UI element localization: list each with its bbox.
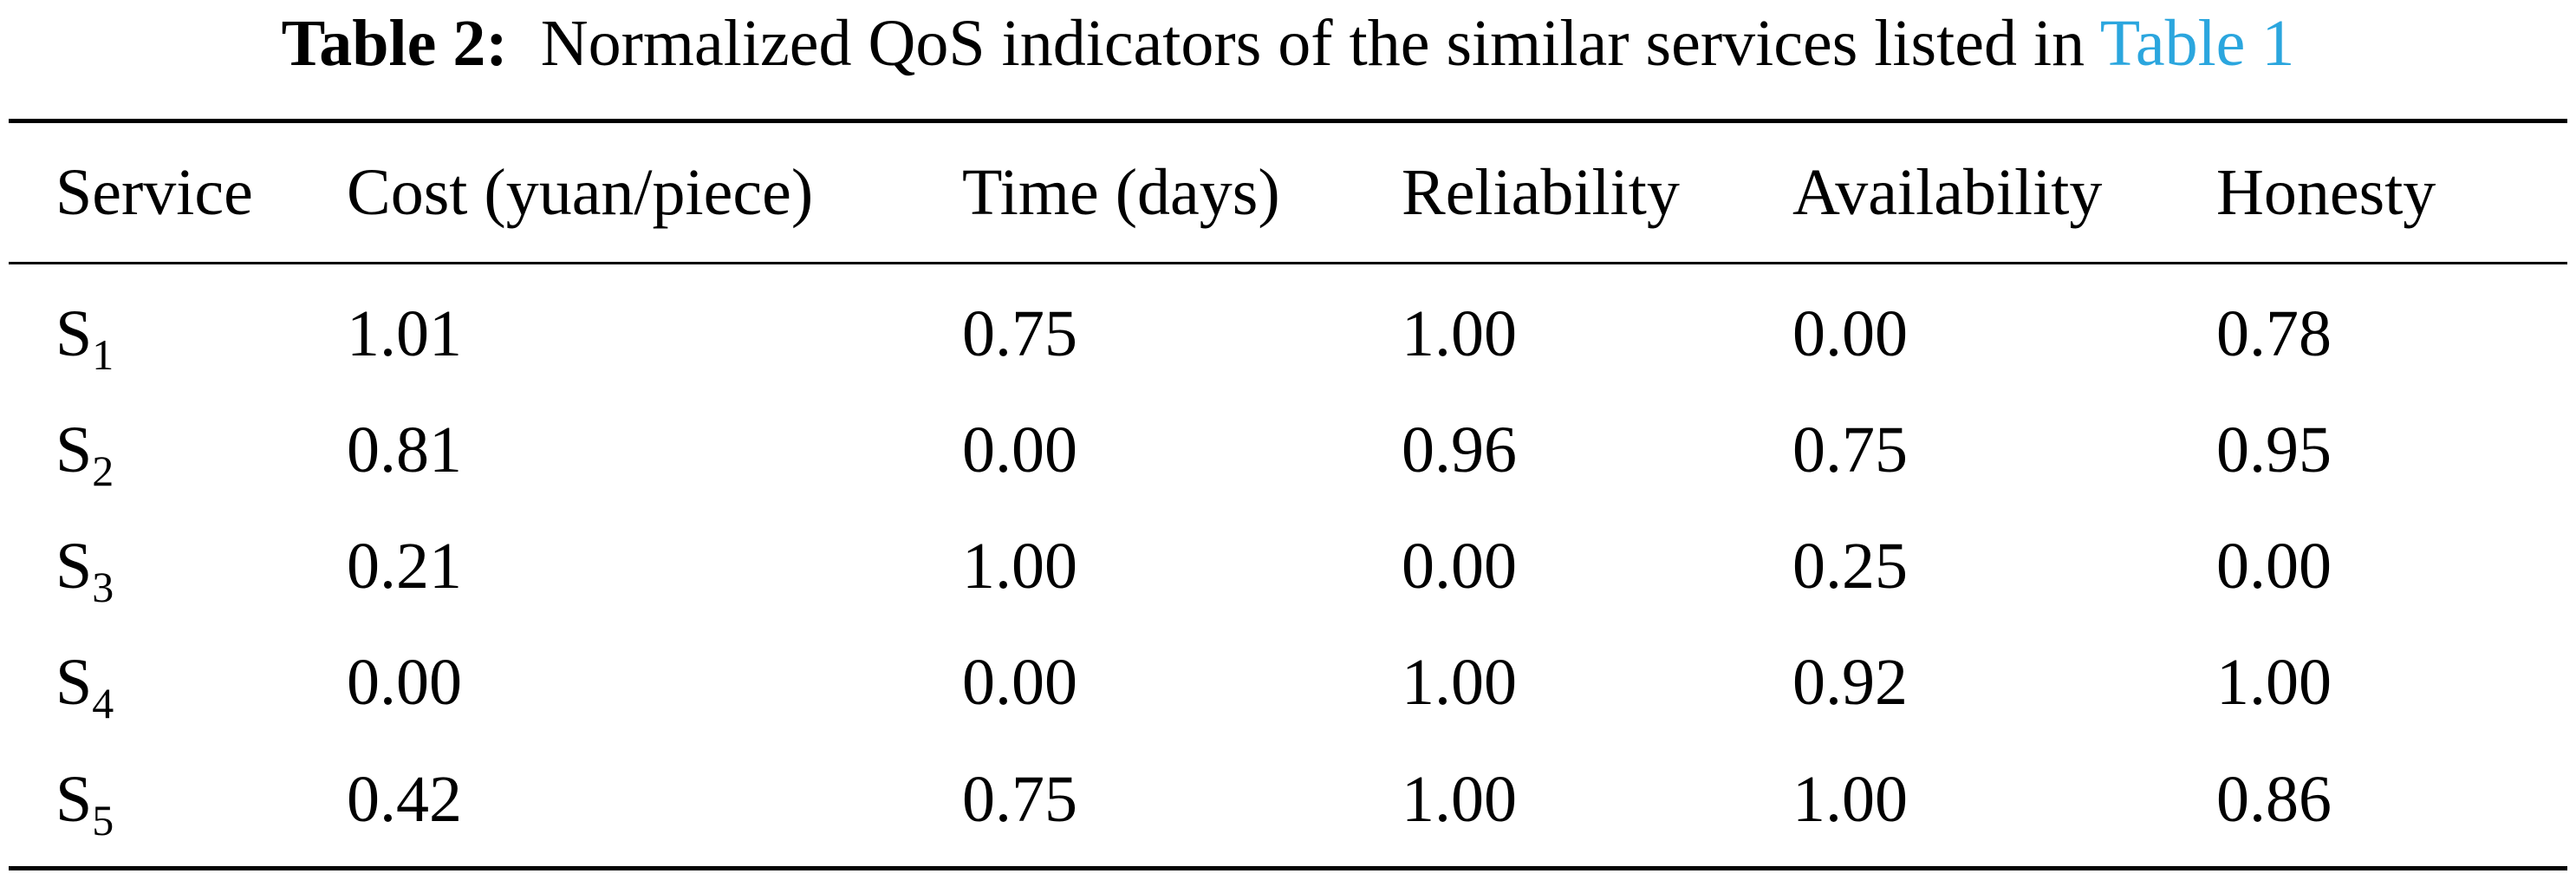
- caption-label: Table 2:: [281, 7, 508, 80]
- header-time: Time (days): [962, 156, 1280, 229]
- cost-cell: 0.21: [347, 530, 462, 603]
- bottom-rule: [9, 866, 2567, 870]
- service-cell: S3: [55, 523, 114, 616]
- service-letter: S: [55, 530, 93, 603]
- table-row: S5 0.42 0.75 1.00 1.00 0.86: [0, 756, 2576, 844]
- header-cost: Cost (yuan/piece): [347, 156, 814, 229]
- service-subscript: 5: [92, 796, 114, 844]
- service-subscript: 1: [92, 330, 114, 379]
- reliability-cell: 0.00: [1402, 530, 1517, 603]
- cost-cell: 1.01: [347, 297, 462, 370]
- service-subscript: 2: [92, 447, 114, 495]
- honesty-cell: 0.86: [2216, 763, 2332, 836]
- table-row: S2 0.81 0.00 0.96 0.75 0.95: [0, 407, 2576, 495]
- service-letter: S: [55, 646, 93, 719]
- reliability-cell: 1.00: [1402, 646, 1517, 719]
- cost-cell: 0.00: [347, 646, 462, 719]
- header-rule: [9, 262, 2567, 264]
- service-cell: S5: [55, 756, 114, 850]
- service-subscript: 3: [92, 563, 114, 611]
- service-letter: S: [55, 763, 93, 836]
- service-cell: S1: [55, 290, 114, 384]
- availability-cell: 0.92: [1792, 646, 1908, 719]
- honesty-cell: 0.78: [2216, 297, 2332, 370]
- time-cell: 1.00: [962, 530, 1077, 603]
- availability-cell: 0.75: [1792, 414, 1908, 486]
- cost-cell: 0.42: [347, 763, 462, 836]
- honesty-cell: 1.00: [2216, 646, 2332, 719]
- header-availability: Availability: [1792, 156, 2103, 229]
- table-header-row: Service Cost (yuan/piece) Time (days) Re…: [0, 149, 2576, 236]
- availability-cell: 1.00: [1792, 763, 1908, 836]
- reliability-cell: 0.96: [1402, 414, 1517, 486]
- reliability-cell: 1.00: [1402, 763, 1517, 836]
- header-reliability: Reliability: [1402, 156, 1680, 229]
- reliability-cell: 1.00: [1402, 297, 1517, 370]
- time-cell: 0.75: [962, 297, 1077, 370]
- service-letter: S: [55, 414, 93, 486]
- table-row: S1 1.01 0.75 1.00 0.00 0.78: [0, 290, 2576, 379]
- caption-table-link[interactable]: Table 1: [2099, 7, 2295, 80]
- time-cell: 0.75: [962, 763, 1077, 836]
- table-row: S4 0.00 0.00 1.00 0.92 1.00: [0, 639, 2576, 727]
- table-row: S3 0.21 1.00 0.00 0.25 0.00: [0, 523, 2576, 611]
- availability-cell: 0.25: [1792, 530, 1908, 603]
- availability-cell: 0.00: [1792, 297, 1908, 370]
- service-letter: S: [55, 297, 93, 370]
- header-honesty: Honesty: [2216, 156, 2436, 229]
- caption-text: Normalized QoS indicators of the similar…: [540, 7, 2085, 80]
- honesty-cell: 0.00: [2216, 530, 2332, 603]
- service-subscript: 4: [92, 679, 114, 727]
- table-caption: Table 2: Normalized QoS indicators of th…: [0, 0, 2576, 87]
- header-service: Service: [55, 156, 253, 229]
- service-cell: S4: [55, 639, 114, 733]
- honesty-cell: 0.95: [2216, 414, 2332, 486]
- time-cell: 0.00: [962, 414, 1077, 486]
- top-rule: [9, 119, 2567, 123]
- service-cell: S2: [55, 407, 114, 500]
- time-cell: 0.00: [962, 646, 1077, 719]
- cost-cell: 0.81: [347, 414, 462, 486]
